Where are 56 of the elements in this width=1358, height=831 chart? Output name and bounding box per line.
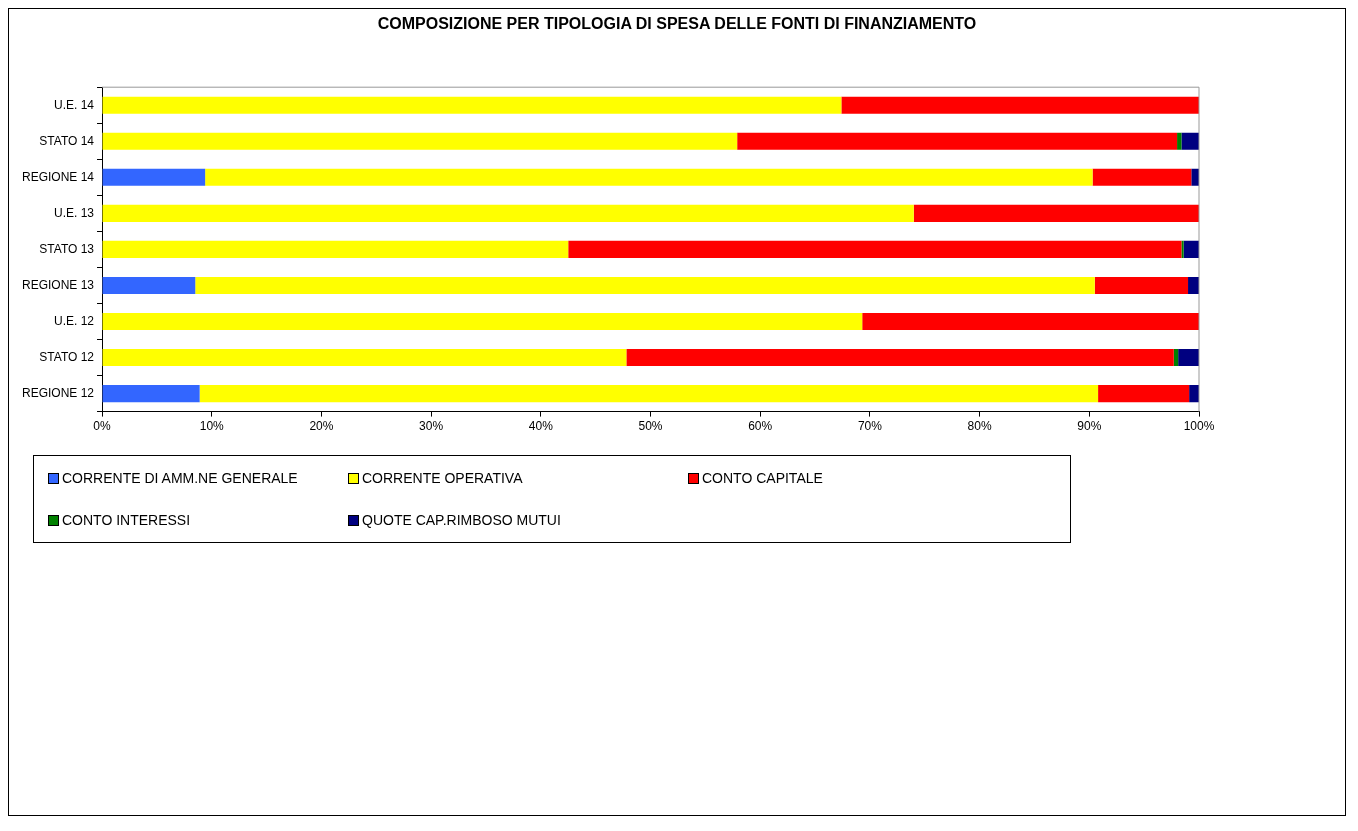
- y-tick-label: STATO 14: [39, 133, 95, 148]
- y-tick-label: U.E. 12: [53, 313, 95, 328]
- bar: [102, 312, 863, 331]
- bar: [737, 132, 1178, 150]
- bar: [102, 348, 627, 367]
- legend-label: CONTO CAPITALE: [702, 470, 823, 486]
- x-tick-label: 80%: [967, 419, 992, 434]
- x-tick-label: 50%: [638, 419, 663, 434]
- bar: [913, 204, 1199, 222]
- bar: [841, 96, 1199, 114]
- bar: [1094, 276, 1189, 295]
- bar: [102, 204, 914, 222]
- bar: [1189, 385, 1199, 403]
- bar: [1092, 168, 1192, 186]
- y-tick-label: U.E. 13: [53, 205, 95, 220]
- bar: [102, 132, 738, 150]
- bar: [1173, 348, 1179, 367]
- x-tick-label: 10%: [199, 419, 225, 434]
- bar: [102, 385, 200, 403]
- bar: [205, 168, 1093, 186]
- y-tick-label: REGIONE 12: [21, 385, 95, 400]
- bar: [626, 348, 1174, 367]
- legend-label: CONTO INTERESSI: [62, 512, 191, 528]
- bar: [862, 312, 1199, 331]
- chart-title: COMPOSIZIONE PER TIPOLOGIA DI SPESA DELLE FONTI DI FINANZIAMENTO: [376, 15, 978, 33]
- y-tick-label: REGIONE 14: [21, 169, 95, 184]
- x-tick-label: 90%: [1077, 419, 1102, 434]
- bar: [1191, 168, 1199, 186]
- bar: [102, 276, 196, 295]
- x-tick-label: 100%: [1183, 419, 1215, 434]
- bar: [1181, 240, 1184, 258]
- y-tick-label: STATO 12: [39, 349, 95, 364]
- legend-label: CORRENTE OPERATIVA: [362, 470, 523, 486]
- bar: [102, 96, 842, 114]
- bar: [1177, 132, 1182, 150]
- x-tick-label: 60%: [748, 419, 773, 434]
- bar: [195, 276, 1095, 295]
- legend-label: QUOTE CAP.RIMBOSO MUTUI: [362, 512, 561, 528]
- x-tick-label: 0%: [93, 419, 112, 434]
- y-tick-label: STATO 13: [39, 241, 95, 256]
- bar: [1178, 348, 1199, 367]
- bar: [1183, 240, 1199, 258]
- x-tick-label: 70%: [857, 419, 883, 434]
- x-tick-label: 30%: [419, 419, 444, 434]
- x-tick-label: 40%: [528, 419, 554, 434]
- x-tick-label: 20%: [309, 419, 334, 434]
- bar: [102, 168, 206, 186]
- bar: [1188, 276, 1199, 295]
- bar: [1181, 132, 1199, 150]
- legend-label: CORRENTE DI AMM.NE GENERALE: [62, 470, 298, 486]
- bar: [1098, 385, 1190, 403]
- bar: [568, 240, 1182, 258]
- y-tick-label: REGIONE 13: [21, 277, 95, 292]
- bar: [102, 240, 569, 258]
- bar: [199, 385, 1099, 403]
- y-tick-label: U.E. 14: [53, 97, 95, 112]
